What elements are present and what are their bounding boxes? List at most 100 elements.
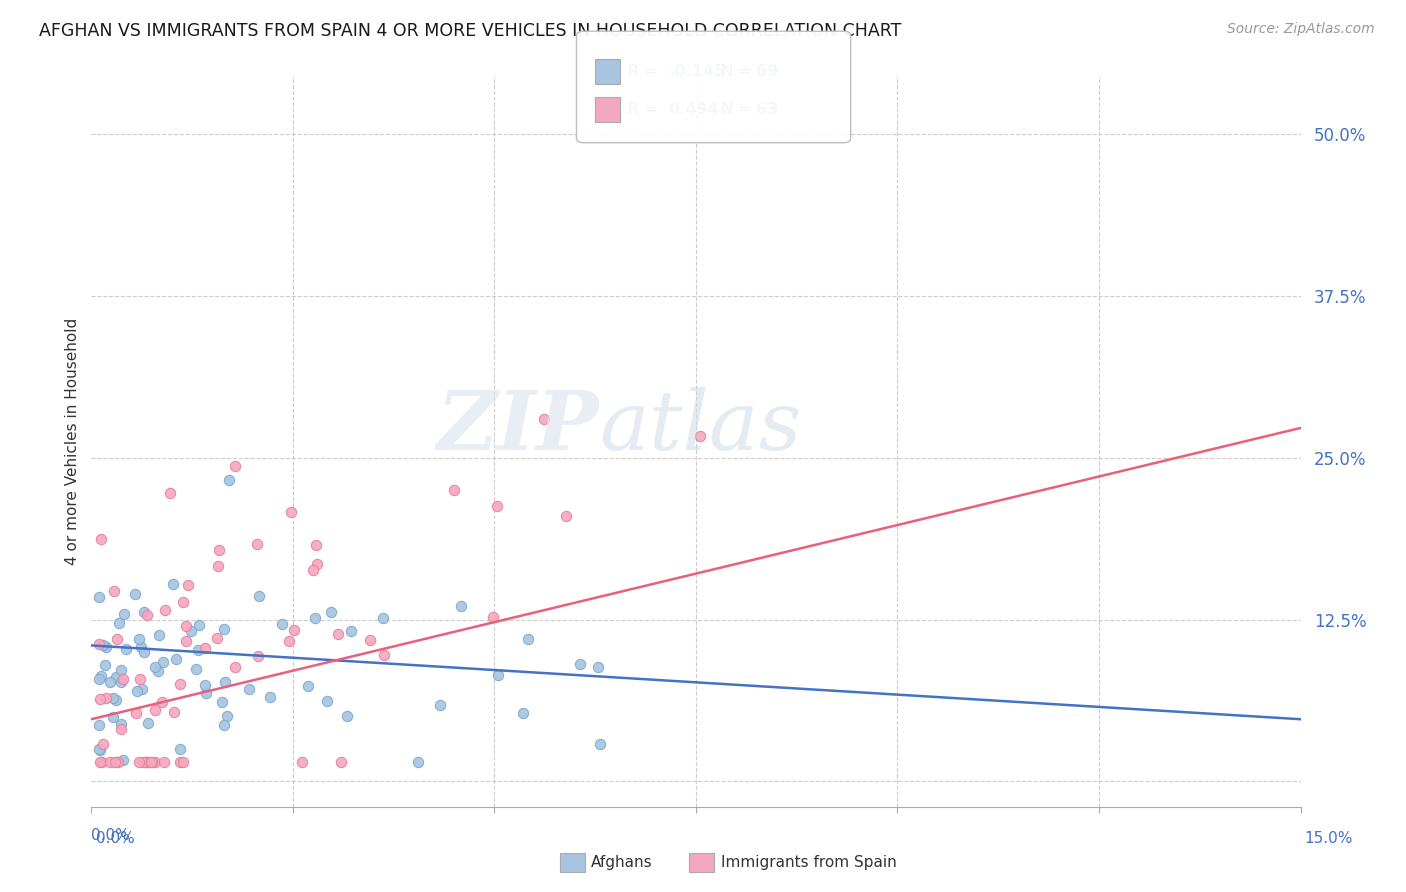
Point xyxy=(482,610,505,624)
Text: AFGHAN VS IMMIGRANTS FROM SPAIN 4 OR MORE VEHICLES IN HOUSEHOLD CORRELATION CHAR: AFGHAN VS IMMIGRANTS FROM SPAIN 4 OR MOR… xyxy=(39,22,901,40)
Point xyxy=(89,591,111,605)
Point xyxy=(326,627,349,641)
Point xyxy=(211,694,233,708)
Point xyxy=(131,640,153,655)
Point xyxy=(98,755,121,769)
Point xyxy=(89,742,111,756)
Point xyxy=(486,668,509,682)
Point xyxy=(129,673,152,687)
Point xyxy=(373,648,395,662)
Point xyxy=(145,660,167,674)
Point xyxy=(148,627,170,641)
Point xyxy=(169,677,191,691)
Point xyxy=(339,624,361,639)
Point xyxy=(139,755,162,769)
Point xyxy=(165,651,187,665)
Point xyxy=(169,755,191,769)
Point xyxy=(89,672,111,686)
Point xyxy=(146,664,169,678)
Point xyxy=(517,632,540,646)
Text: R =: R = xyxy=(628,103,664,117)
Point xyxy=(152,655,174,669)
Point xyxy=(150,695,173,709)
Point xyxy=(280,504,302,518)
Point xyxy=(373,611,395,625)
Point xyxy=(128,632,150,647)
Point xyxy=(110,717,132,731)
Point xyxy=(134,755,156,769)
Point xyxy=(186,662,208,676)
Point xyxy=(569,657,592,671)
Point xyxy=(689,428,711,442)
Point xyxy=(89,742,111,756)
Point xyxy=(195,686,218,700)
Point xyxy=(291,755,314,769)
Point xyxy=(297,679,319,693)
Text: 69: 69 xyxy=(756,64,779,78)
Point xyxy=(554,508,576,523)
Point xyxy=(91,737,114,751)
Text: Source: ZipAtlas.com: Source: ZipAtlas.com xyxy=(1227,22,1375,37)
Point xyxy=(169,742,191,756)
Text: -0.145: -0.145 xyxy=(668,64,725,78)
Point xyxy=(103,690,125,705)
Point xyxy=(533,411,555,425)
Point xyxy=(172,595,194,609)
Point xyxy=(589,737,612,751)
Point xyxy=(105,693,128,707)
Text: 0.0%: 0.0% xyxy=(96,831,135,846)
Point xyxy=(136,755,159,769)
Point xyxy=(132,605,155,619)
Point xyxy=(429,698,451,712)
Point xyxy=(208,542,231,557)
Point xyxy=(174,633,197,648)
Point xyxy=(163,705,186,719)
Point xyxy=(246,537,269,551)
Point xyxy=(194,641,217,656)
Point xyxy=(136,607,159,622)
Point xyxy=(512,706,534,720)
Text: Immigrants from Spain: Immigrants from Spain xyxy=(721,855,897,870)
Point xyxy=(143,755,166,769)
Point xyxy=(128,755,150,769)
Point xyxy=(124,587,146,601)
Point xyxy=(103,583,125,598)
Point xyxy=(89,692,111,706)
Point xyxy=(304,610,326,624)
Point xyxy=(224,660,246,674)
Point xyxy=(98,675,121,690)
Point xyxy=(132,755,155,769)
Point xyxy=(110,674,132,689)
Point xyxy=(107,616,129,631)
Point xyxy=(304,538,326,552)
Point xyxy=(115,641,138,656)
Point xyxy=(89,755,111,769)
Point xyxy=(586,660,609,674)
Point xyxy=(94,691,117,706)
Point xyxy=(153,755,176,769)
Point xyxy=(283,623,305,637)
Point xyxy=(91,755,114,769)
Point xyxy=(125,706,148,721)
Point xyxy=(112,607,135,622)
Text: 0.0%: 0.0% xyxy=(91,828,131,843)
Point xyxy=(336,709,359,723)
Point xyxy=(359,632,381,647)
Point xyxy=(330,755,353,769)
Point xyxy=(247,589,270,603)
Point xyxy=(194,678,217,692)
Point xyxy=(90,669,112,683)
Point xyxy=(247,648,270,663)
Point xyxy=(217,709,239,723)
Point xyxy=(104,755,127,769)
Point xyxy=(271,617,294,632)
Point xyxy=(90,532,112,546)
Point xyxy=(89,637,111,651)
Point xyxy=(406,755,429,769)
Point xyxy=(143,702,166,716)
Point xyxy=(131,682,153,697)
Point xyxy=(112,753,135,767)
Point xyxy=(94,658,117,673)
Point xyxy=(105,670,128,684)
Y-axis label: 4 or more Vehicles in Household: 4 or more Vehicles in Household xyxy=(65,318,80,566)
